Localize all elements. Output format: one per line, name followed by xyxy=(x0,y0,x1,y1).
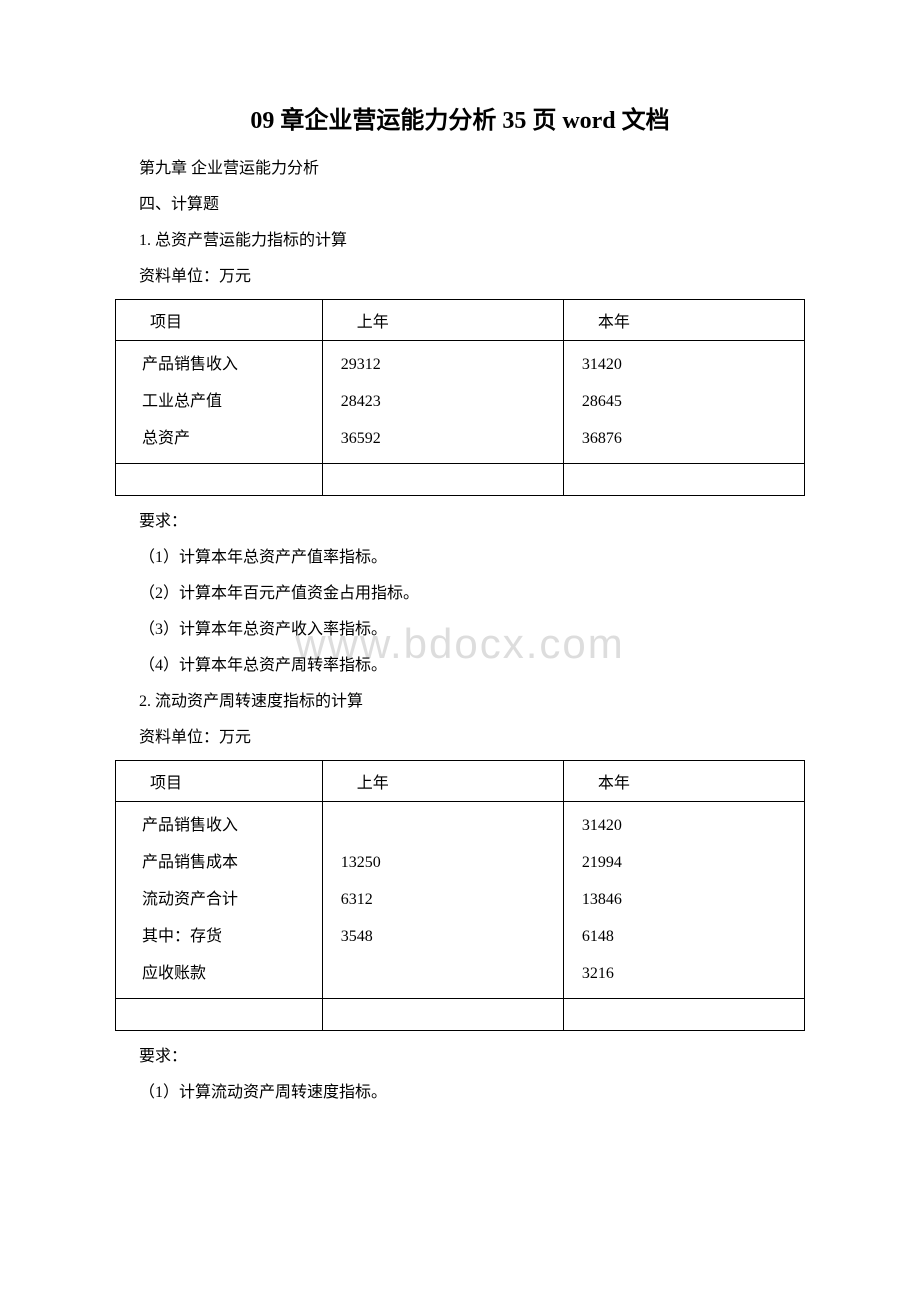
table-2: 项目 上年 本年 产品销售收入 产品销售成本 流动资产合计 其中：存货 应收账款… xyxy=(115,760,805,1031)
table-cell-empty xyxy=(116,464,323,496)
requirement-item: （4）计算本年总资产周转率指标。 xyxy=(139,650,805,682)
table-cell-labels: 产品销售收入 产品销售成本 流动资产合计 其中：存货 应收账款 xyxy=(116,802,323,999)
document-title: 09 章企业营运能力分析 35 页 word 文档 xyxy=(115,100,805,135)
table-header-curr-year: 本年 xyxy=(563,761,804,802)
requirement-heading-1: 要求： xyxy=(139,506,805,538)
requirement-item: （2）计算本年百元产值资金占用指标。 xyxy=(139,578,805,610)
table-cell-empty xyxy=(563,464,804,496)
table-cell-curr: 31420 21994 13846 6148 3216 xyxy=(563,802,804,999)
section-heading: 四、计算题 xyxy=(139,189,805,221)
table-cell-prev: 13250 6312 3548 xyxy=(322,802,563,999)
table-cell-empty xyxy=(322,464,563,496)
table-cell-prev: 29312 28423 36592 xyxy=(322,341,563,464)
table-row xyxy=(116,999,805,1031)
problem-1-title: 1. 总资产营运能力指标的计算 xyxy=(139,225,805,257)
unit-note-2: 资料单位：万元 xyxy=(139,722,805,754)
unit-note-1: 资料单位：万元 xyxy=(139,261,805,293)
table-cell-empty xyxy=(322,999,563,1031)
requirement-item: （3）计算本年总资产收入率指标。 xyxy=(139,614,805,646)
document-content: 09 章企业营运能力分析 35 页 word 文档 第九章 企业营运能力分析 四… xyxy=(115,100,805,1109)
table-cell-curr: 31420 28645 36876 xyxy=(563,341,804,464)
requirement-item: （1）计算本年总资产产值率指标。 xyxy=(139,542,805,574)
table-row: 产品销售收入 产品销售成本 流动资产合计 其中：存货 应收账款 13250 63… xyxy=(116,802,805,999)
table-row: 项目 上年 本年 xyxy=(116,300,805,341)
table-cell-empty xyxy=(116,999,323,1031)
table-row: 项目 上年 本年 xyxy=(116,761,805,802)
table-row xyxy=(116,464,805,496)
table-header-prev-year: 上年 xyxy=(322,761,563,802)
table-row: 产品销售收入 工业总产值 总资产 29312 28423 36592 31420… xyxy=(116,341,805,464)
table-1: 项目 上年 本年 产品销售收入 工业总产值 总资产 29312 28423 36… xyxy=(115,299,805,496)
table-header-curr-year: 本年 xyxy=(563,300,804,341)
table-header-item: 项目 xyxy=(116,761,323,802)
chapter-heading: 第九章 企业营运能力分析 xyxy=(139,153,805,185)
table-header-prev-year: 上年 xyxy=(322,300,563,341)
requirement-heading-2: 要求： xyxy=(139,1041,805,1073)
problem-2-title: 2. 流动资产周转速度指标的计算 xyxy=(139,686,805,718)
table-cell-empty xyxy=(563,999,804,1031)
requirement-item: （1）计算流动资产周转速度指标。 xyxy=(139,1077,805,1109)
table-cell-labels: 产品销售收入 工业总产值 总资产 xyxy=(116,341,323,464)
table-header-item: 项目 xyxy=(116,300,323,341)
